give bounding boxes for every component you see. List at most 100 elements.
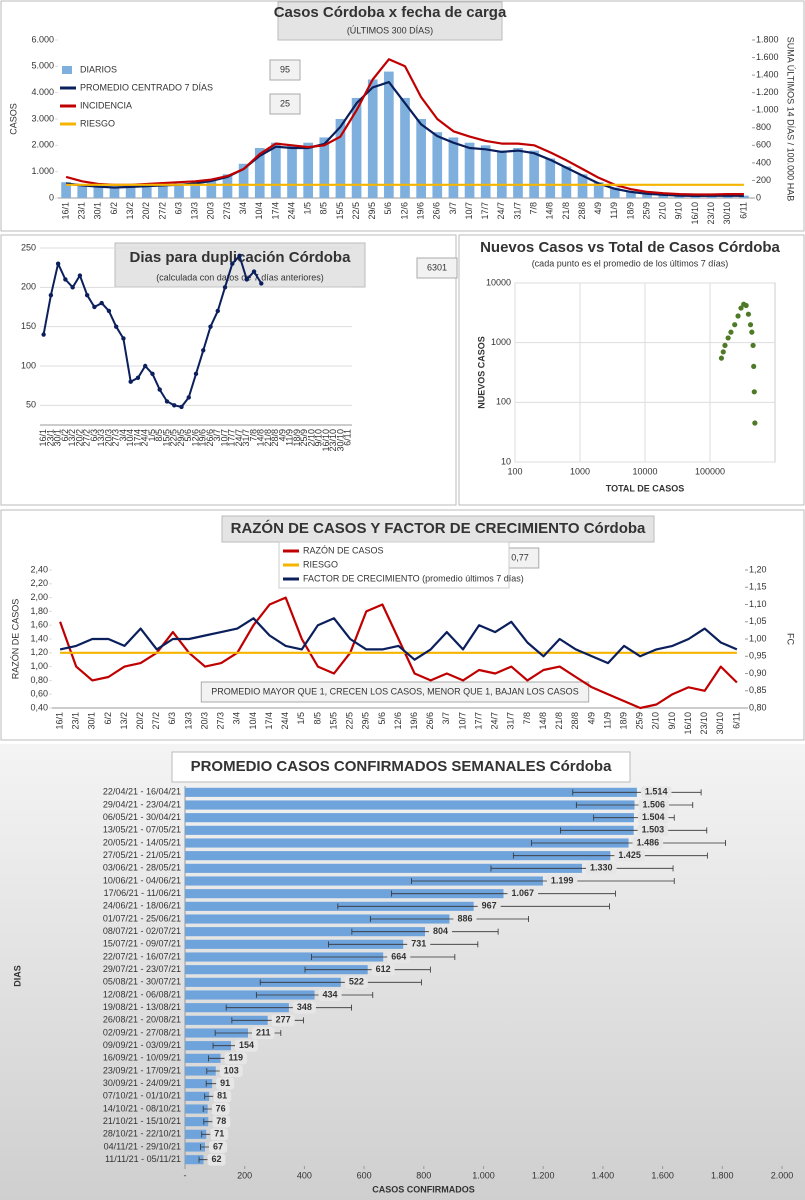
annotation-box	[200, 681, 590, 703]
data-label-box	[211, 1103, 230, 1115]
y-tick-label: 27/05/21 - 21/05/21	[103, 850, 181, 860]
x-tick-label: 8/5	[312, 712, 322, 725]
data-label: 1.486	[637, 837, 660, 847]
data-label-box	[208, 1141, 228, 1153]
data-label-box	[318, 989, 342, 1001]
bar	[185, 1053, 221, 1063]
bar	[185, 1015, 268, 1025]
point	[99, 300, 104, 306]
bar	[185, 787, 637, 797]
x-tick-label: 30/1	[87, 712, 97, 730]
x-tick-label: 26/6	[205, 429, 215, 447]
error-bar	[411, 878, 675, 884]
data-label: 71	[214, 1129, 224, 1139]
y2-tick-label: 800	[756, 122, 771, 132]
x-tick-label: 11/9	[602, 712, 612, 729]
data-label: 1.514	[645, 787, 668, 797]
x-tick-label: 24/7	[234, 429, 244, 447]
x-tick-label: 15/5	[335, 202, 345, 220]
x-tick-label: 6/2	[60, 429, 70, 442]
point	[55, 261, 61, 266]
bar	[109, 187, 120, 198]
point	[749, 329, 755, 335]
data-label-box	[371, 963, 395, 976]
y2-tick-label: 1.600	[756, 52, 779, 62]
bar	[319, 137, 330, 198]
legend-label: DIARIOS	[80, 64, 117, 74]
data-label-box	[640, 786, 672, 799]
y-tick-label: 1,00	[30, 661, 48, 671]
x-tick-label: 18/9	[292, 429, 302, 447]
point	[77, 273, 83, 278]
x-tick-label: 25/9	[299, 429, 309, 447]
bar	[303, 142, 314, 198]
x-tick-label: 28/8	[270, 429, 280, 447]
data-label-box	[637, 811, 669, 824]
x-tick-label: 10/7	[219, 429, 229, 447]
x-tick-label: 5/6	[383, 202, 393, 215]
x-tick-label: 11/9	[609, 202, 619, 219]
bar	[141, 184, 152, 198]
x-tick-label: 17/4	[132, 429, 142, 447]
data-label: 804	[433, 926, 448, 936]
y-tick-label: 11/11/21 - 05/11/21	[105, 1154, 181, 1164]
title-box	[221, 515, 655, 543]
annotation: 25	[280, 98, 290, 108]
y-tick-label: 2,40	[30, 564, 48, 574]
error-bar	[311, 954, 456, 960]
y-tick-label: 0,80	[30, 675, 48, 685]
x-tick-label: 29/5	[361, 712, 371, 730]
point	[164, 399, 170, 404]
x-tick-label: 30/10	[335, 429, 345, 452]
bar	[185, 1066, 216, 1076]
chart-title: Casos Córdoba x fecha de carga	[274, 4, 507, 21]
x-tick-label: 25/9	[641, 202, 651, 220]
bar	[367, 79, 378, 198]
error-bar	[575, 802, 694, 808]
y2-tick-label: 1,20	[749, 564, 767, 574]
data-label-box	[428, 925, 453, 938]
y-tick-label: 6.000	[31, 34, 54, 44]
data-label-box	[234, 1039, 259, 1052]
data-label: 119	[229, 1053, 244, 1063]
error-bar	[259, 979, 422, 986]
title-box	[171, 751, 631, 783]
data-label-box	[407, 938, 431, 951]
data-label: 1.067	[511, 888, 534, 898]
bar	[238, 163, 249, 198]
x-tick-label: 17/7	[473, 712, 483, 730]
x-tick-label: 3/4	[118, 429, 128, 442]
x-tick-label: 25/9	[635, 712, 645, 730]
x-tick-label: 7/8	[248, 429, 258, 442]
x-tick-label: 20/2	[141, 202, 151, 220]
y2-tick-label: 1.200	[756, 87, 779, 97]
y-tick-label: 10000	[486, 277, 511, 287]
y-tick-label: 250	[21, 242, 36, 252]
x-tick-label: 31/7	[506, 712, 516, 730]
y-tick-label: 200	[21, 282, 36, 292]
bar	[222, 174, 233, 198]
y2-tick-label: 0,90	[749, 668, 767, 678]
annotation: 95	[280, 64, 290, 74]
data-label-box	[271, 1014, 295, 1027]
x-tick-label: 100000	[695, 466, 725, 476]
x-tick-label: 26/6	[432, 202, 442, 220]
x-tick-label: 27/2	[157, 202, 167, 220]
x-tick-label: 27/3	[216, 712, 226, 730]
bar	[335, 119, 346, 198]
bar	[206, 179, 217, 198]
y-tick-label: 04/11/21 - 29/10/21	[104, 1141, 181, 1151]
bar	[185, 1104, 208, 1114]
bar	[185, 952, 384, 962]
bar	[185, 1091, 210, 1101]
y-tick-label: 24/06/21 - 18/06/21	[103, 901, 181, 911]
y-tick-label: 16/09/21 - 10/09/21	[103, 1053, 181, 1063]
y-tick-label: 0	[49, 192, 54, 202]
data-label-box	[212, 1115, 231, 1128]
y-tick-label: 10/06/21 - 04/06/21	[103, 875, 181, 885]
x-tick-label: 1.200	[532, 1170, 555, 1180]
point	[201, 348, 206, 353]
y-tick-label: 15/07/21 - 09/07/21	[103, 939, 181, 949]
y-tick-label: 3.000	[31, 113, 54, 123]
bar	[185, 1079, 213, 1089]
